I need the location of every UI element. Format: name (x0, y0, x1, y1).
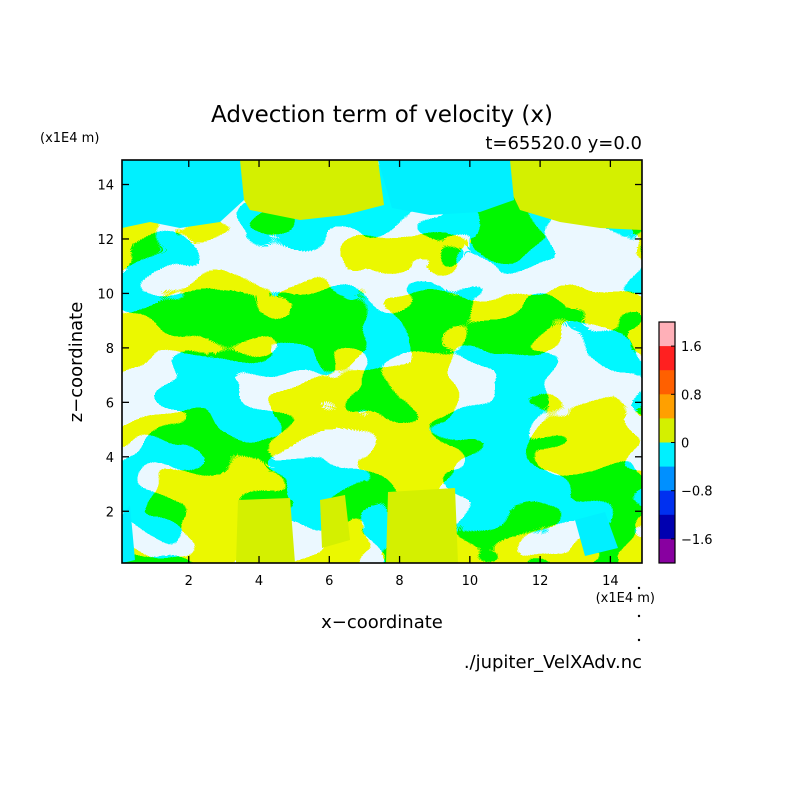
mark-dot (637, 586, 641, 590)
colorbar-swatch (659, 442, 675, 468)
x-tick-label: 10 (462, 574, 479, 589)
colorbar-label: 1.6 (681, 340, 702, 355)
field-noise (122, 160, 642, 563)
field-region-negative (122, 160, 244, 228)
source-file-label: ./jupiter_VelXAdv.nc (464, 652, 642, 673)
colorbar-label: 0.8 (681, 388, 702, 403)
y-tick-label: 6 (106, 396, 114, 411)
x-tick-label: 2 (185, 574, 193, 589)
colorbar-swatch (659, 394, 675, 419)
field-region-positive (508, 160, 642, 230)
colorbar-swatch (659, 418, 675, 443)
x-axis-label: x−coordinate (321, 612, 443, 633)
y-tick-label: 14 (97, 179, 114, 194)
y-tick-label: 2 (106, 505, 114, 520)
plot-area (122, 160, 642, 563)
colorbar-label: −1.6 (681, 533, 713, 548)
colorbar-swatch (659, 370, 675, 395)
y-axis-ticks: 2 4 6 8 10 12 14 (97, 179, 642, 520)
field-region-negative (122, 505, 135, 563)
y-tick-label: 10 (97, 287, 114, 302)
mark-dot (637, 638, 641, 642)
y-tick-label: 4 (106, 451, 114, 466)
field-region-positive (320, 495, 350, 548)
field-region-negative (378, 160, 514, 215)
x-tick-label: 12 (532, 574, 549, 589)
colorbar-swatch (659, 466, 675, 492)
plot-frame (121, 159, 643, 564)
x-unit-label: (x1E4 m) (596, 591, 655, 606)
mark-dot (637, 614, 641, 618)
x-axis-ticks: 2 4 6 8 10 12 14 (185, 160, 619, 589)
colorbar-label: −0.8 (681, 485, 713, 500)
field-region-negative (575, 512, 618, 556)
x-tick-label: 8 (395, 574, 403, 589)
chart-subtitle: t=65520.0 y=0.0 (485, 133, 642, 154)
colorbar-swatch (659, 490, 675, 516)
colorbar: 1.6 0.8 0 −0.8 −1.6 (658, 321, 713, 564)
y-axis-label: z−coordinate (66, 302, 87, 423)
x-tick-label: 4 (255, 574, 263, 589)
y-tick-label: 12 (97, 233, 114, 248)
colorbar-swatch (659, 538, 675, 564)
chart-title: Advection term of velocity (x) (211, 102, 553, 128)
colorbar-label: 0 (681, 437, 689, 452)
colorbar-swatch (659, 514, 675, 540)
x-tick-label: 6 (325, 574, 333, 589)
x-tick-label: 14 (602, 574, 619, 589)
y-tick-label: 8 (106, 342, 114, 357)
y-unit-label: (x1E4 m) (40, 131, 99, 146)
field-region-positive (386, 488, 458, 563)
colorbar-swatch (659, 322, 675, 347)
colorbar-swatch (659, 346, 675, 371)
field-regions (122, 160, 642, 563)
field-region-positive (238, 160, 384, 220)
field-region-positive (236, 498, 295, 563)
